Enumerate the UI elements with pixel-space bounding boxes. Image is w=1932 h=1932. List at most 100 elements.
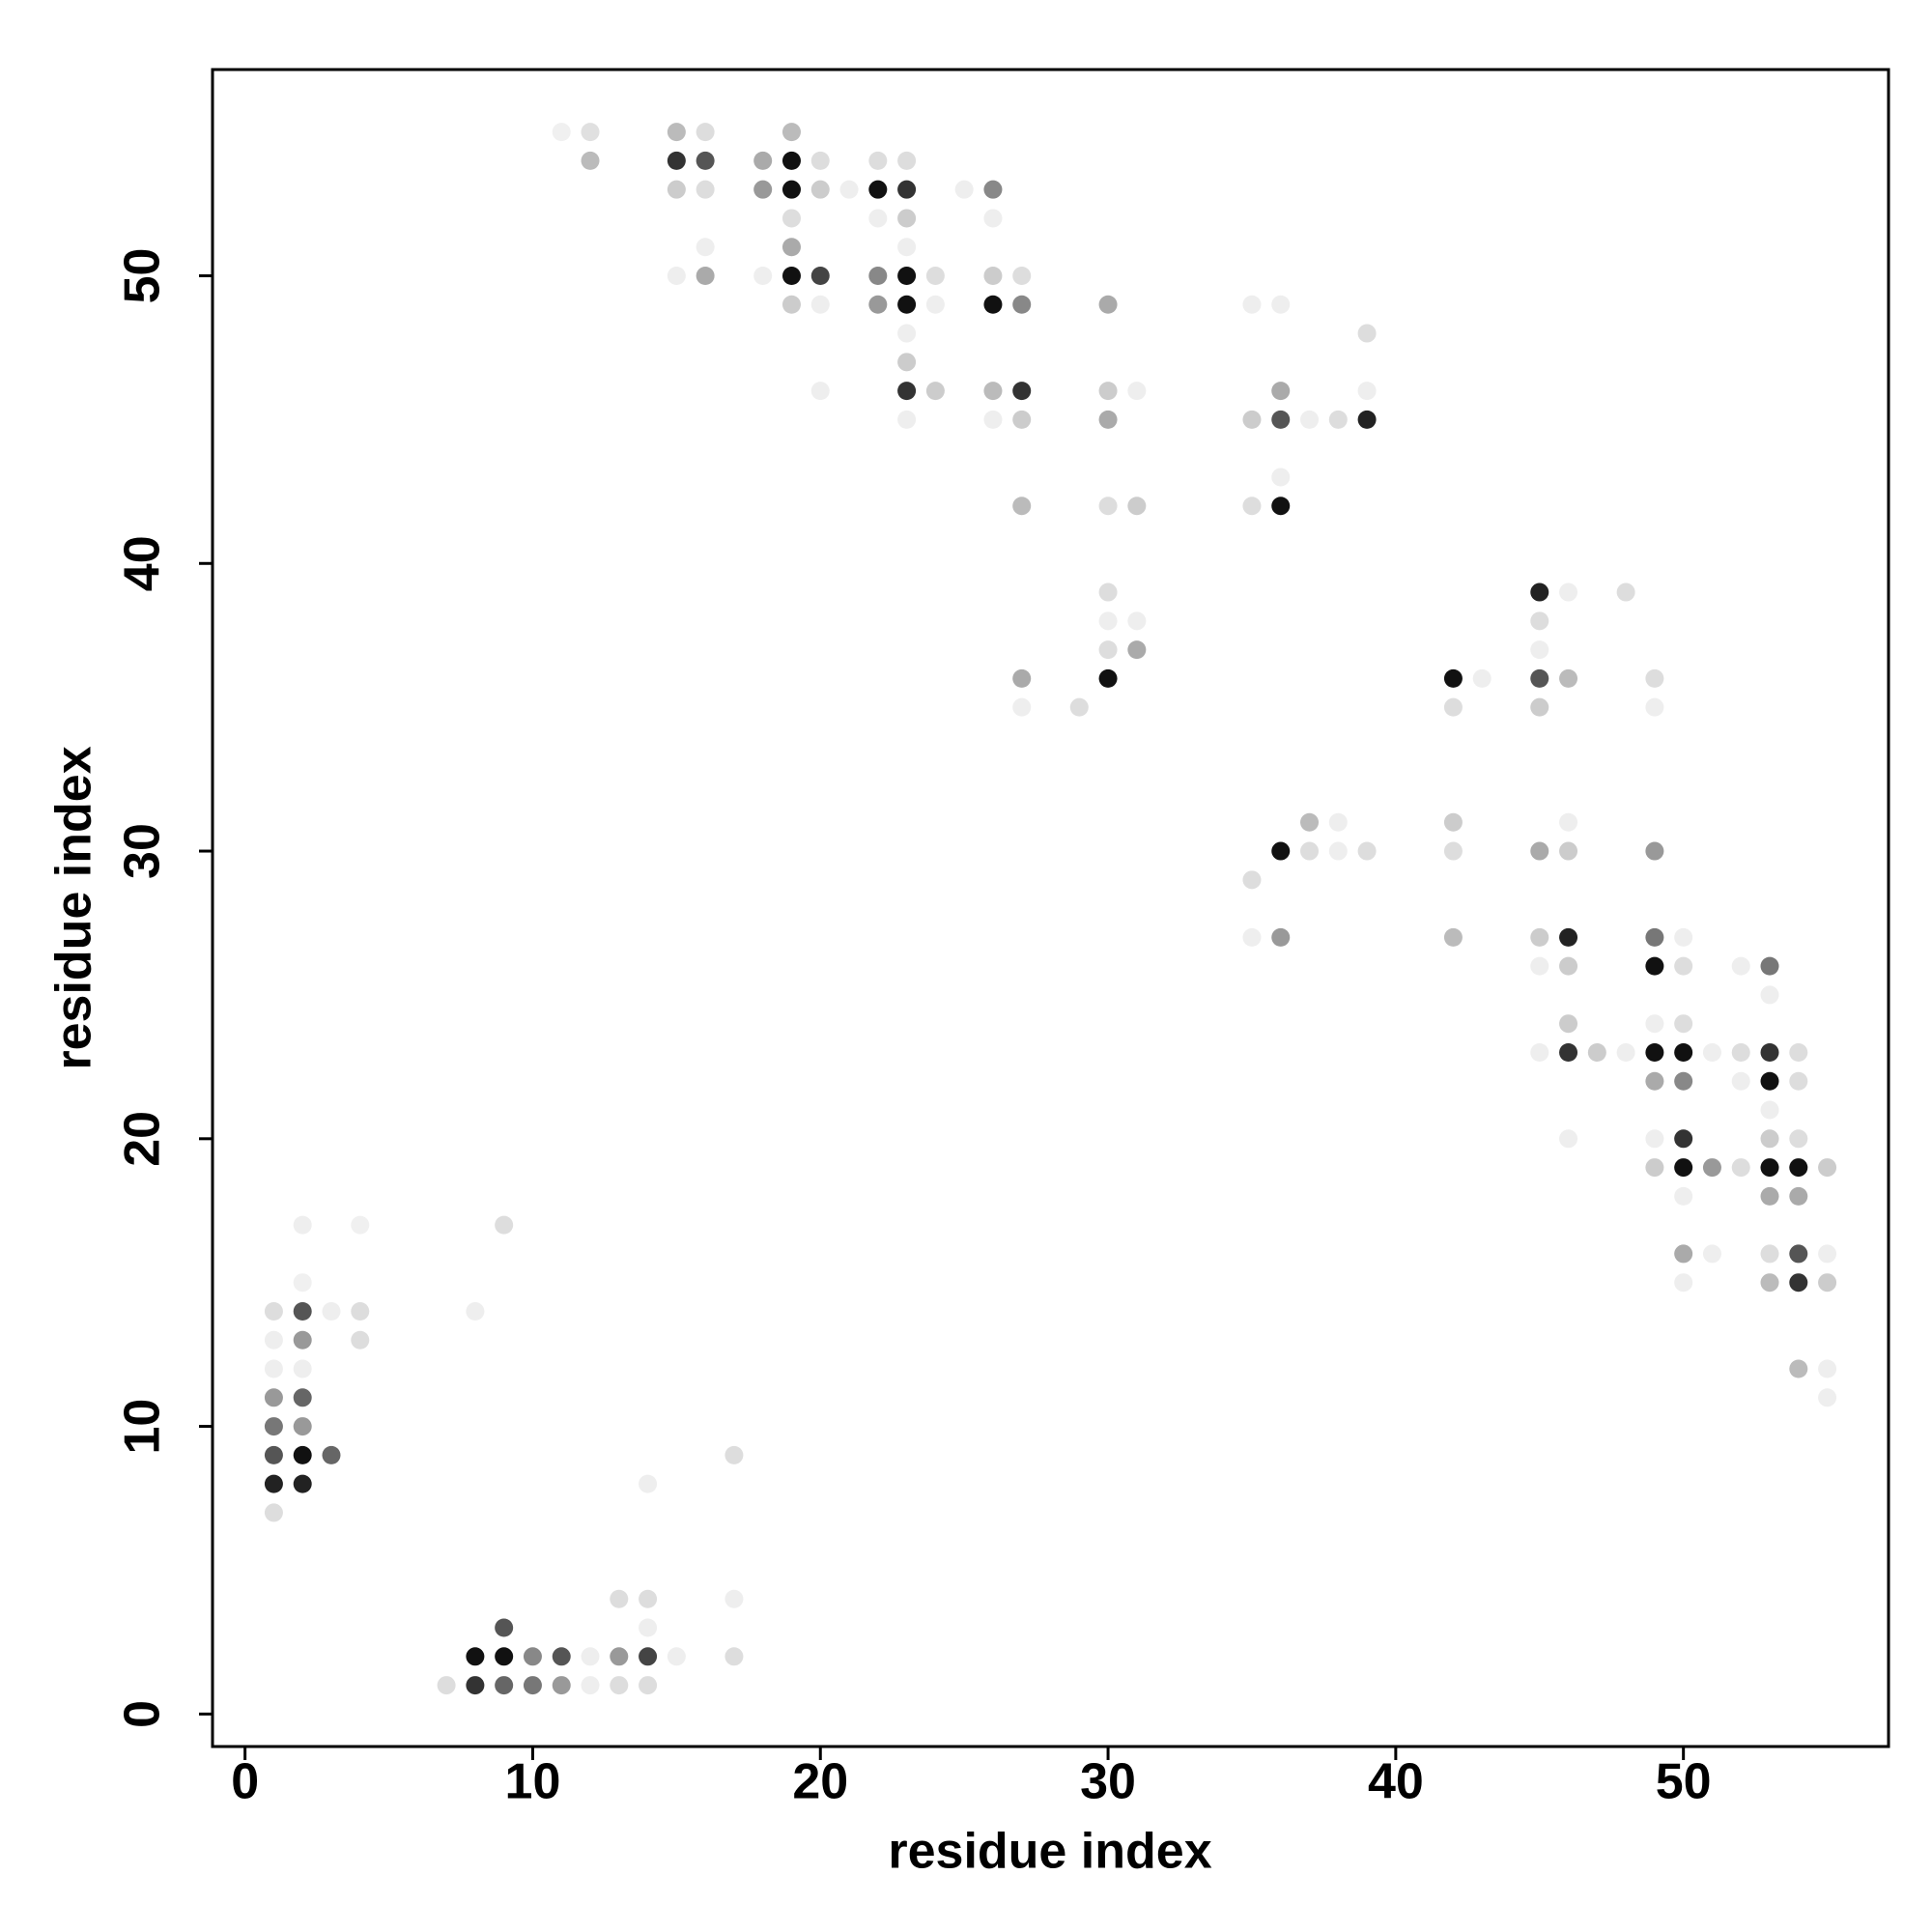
contact-point xyxy=(1127,611,1147,631)
contact-point xyxy=(1818,1388,1837,1407)
contact-point xyxy=(1530,668,1549,688)
contact-point xyxy=(293,1417,312,1436)
contact-point xyxy=(781,151,801,170)
contact-point xyxy=(696,123,715,142)
contact-point xyxy=(1702,1158,1721,1178)
contact-point xyxy=(1760,1273,1779,1293)
contact-point xyxy=(1731,1158,1750,1178)
contact-point xyxy=(1674,1071,1693,1091)
x-tick-label: 10 xyxy=(505,1754,561,1810)
contact-point xyxy=(1530,956,1549,976)
contact-point xyxy=(983,209,1003,228)
contact-point xyxy=(293,1388,312,1407)
contact-point xyxy=(351,1215,370,1235)
contact-point xyxy=(1760,1100,1779,1120)
contact-point xyxy=(1328,410,1348,429)
contact-point xyxy=(1357,382,1377,401)
contact-point xyxy=(1645,1014,1664,1034)
contact-point xyxy=(781,209,801,228)
contact-point xyxy=(1789,1273,1808,1293)
contact-point xyxy=(696,267,715,286)
contact-point xyxy=(1645,697,1664,717)
contact-point xyxy=(1789,1186,1808,1206)
contact-point xyxy=(639,1618,658,1637)
contact-point xyxy=(1098,382,1118,401)
contact-point xyxy=(581,151,600,170)
contact-point xyxy=(1242,295,1262,314)
contact-point xyxy=(667,180,686,199)
contact-point xyxy=(1012,410,1032,429)
contact-point xyxy=(696,180,715,199)
contact-point xyxy=(495,1647,514,1666)
contact-point xyxy=(1559,927,1578,947)
contact-point xyxy=(1789,1042,1808,1062)
contact-point xyxy=(1443,812,1463,832)
contact-point xyxy=(897,209,917,228)
contact-point xyxy=(1789,1129,1808,1149)
contact-point xyxy=(1271,410,1291,429)
contact-point xyxy=(897,180,917,199)
contact-point xyxy=(1443,927,1463,947)
contact-point xyxy=(264,1359,283,1378)
contact-point xyxy=(293,1301,312,1321)
contact-point xyxy=(1530,1042,1549,1062)
contact-point xyxy=(264,1474,283,1493)
contact-point xyxy=(523,1647,542,1666)
contact-point xyxy=(897,151,917,170)
contact-point xyxy=(1818,1359,1837,1378)
contact-point xyxy=(639,1647,658,1666)
contact-point xyxy=(1616,1042,1635,1062)
contact-point xyxy=(1271,468,1291,487)
contact-point xyxy=(753,151,773,170)
contact-point xyxy=(954,180,974,199)
contact-point xyxy=(1271,382,1291,401)
contact-point xyxy=(322,1445,341,1464)
contact-point xyxy=(322,1301,341,1321)
contact-point xyxy=(1328,812,1348,832)
contact-point xyxy=(897,353,917,372)
contact-point xyxy=(1012,295,1032,314)
contact-point xyxy=(1357,841,1377,861)
contact-point xyxy=(1271,927,1291,947)
contact-point xyxy=(351,1301,370,1321)
contact-point xyxy=(1645,668,1664,688)
contact-point xyxy=(781,295,801,314)
contact-point xyxy=(1443,697,1463,717)
contact-point xyxy=(1242,927,1262,947)
contact-point xyxy=(581,1676,600,1695)
contact-point xyxy=(1674,927,1693,947)
contact-point xyxy=(1300,841,1320,861)
contact-point xyxy=(639,1474,658,1493)
contact-point xyxy=(1616,582,1635,602)
contact-point xyxy=(1760,1158,1779,1178)
contact-point xyxy=(781,180,801,199)
contact-point xyxy=(810,180,830,199)
contact-point xyxy=(1559,1042,1578,1062)
contact-point xyxy=(925,295,945,314)
contact-point xyxy=(1328,841,1348,861)
contact-point xyxy=(753,180,773,199)
contact-point xyxy=(1645,927,1664,947)
contact-point xyxy=(293,1445,312,1464)
contact-point xyxy=(1818,1244,1837,1264)
contact-point xyxy=(264,1417,283,1436)
contact-point xyxy=(1098,640,1118,660)
contact-point xyxy=(1443,668,1463,688)
contact-point xyxy=(466,1676,485,1695)
contact-point xyxy=(724,1445,744,1464)
contact-point xyxy=(1012,267,1032,286)
contact-point xyxy=(1760,1129,1779,1149)
contact-point xyxy=(810,267,830,286)
y-tick-label: 50 xyxy=(115,248,171,304)
contact-point xyxy=(1674,1244,1693,1264)
contact-point xyxy=(581,123,600,142)
contact-point xyxy=(1271,295,1291,314)
y-tick-label: 30 xyxy=(115,823,171,879)
contact-point xyxy=(293,1330,312,1350)
contact-point xyxy=(1731,1071,1750,1091)
contact-point xyxy=(1674,956,1693,976)
contact-point xyxy=(1098,497,1118,516)
contact-point xyxy=(1674,1014,1693,1034)
contact-point xyxy=(839,180,859,199)
contact-point xyxy=(1645,1129,1664,1149)
